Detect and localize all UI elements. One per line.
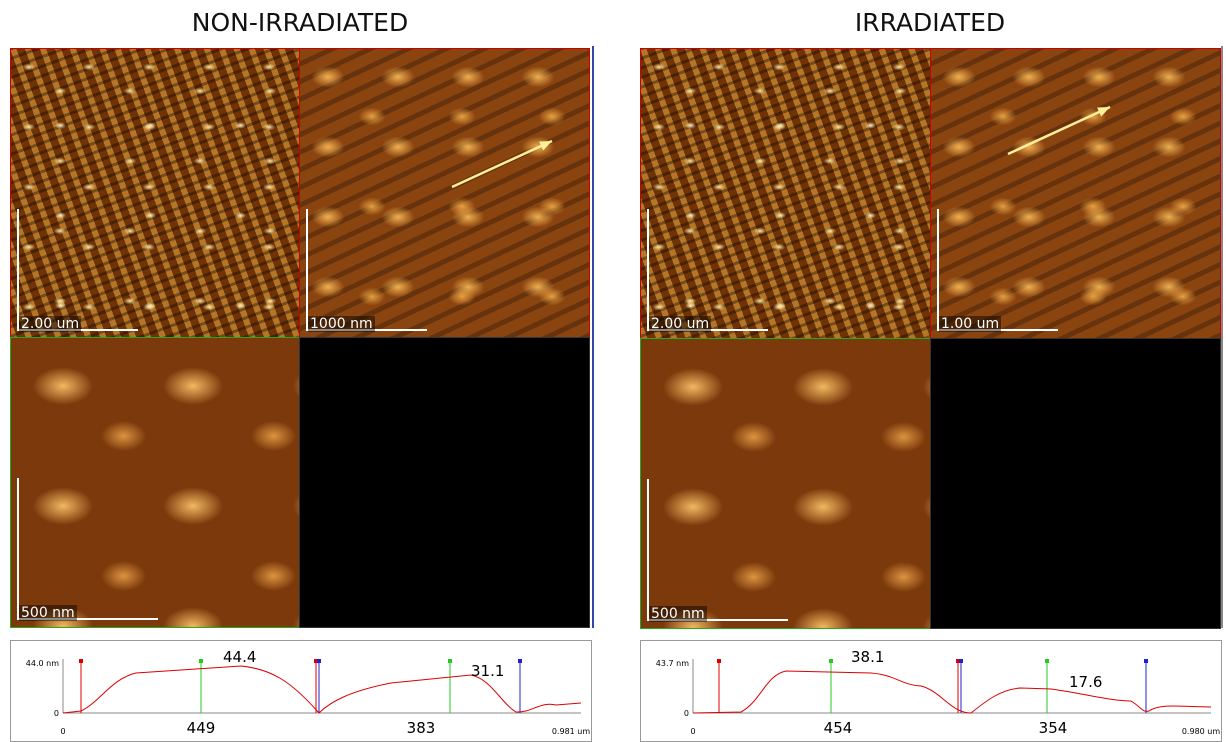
scale-bar-lines <box>938 209 1058 330</box>
scale-text: 500 nm <box>19 605 77 621</box>
scale-bar-lines <box>648 209 768 330</box>
panel-title: NON-IRRADIATED <box>10 8 590 37</box>
y-min-label: 0 <box>684 709 689 718</box>
scale-bar <box>641 339 930 628</box>
scale-label: 2.00 um <box>649 316 711 332</box>
cursor-handle <box>1045 659 1049 663</box>
cursor-handle <box>448 659 452 663</box>
scale-label: 500 nm <box>649 606 707 622</box>
y-max-label: 43.7 nm <box>656 659 689 668</box>
y-min-label: 0 <box>54 709 59 718</box>
panel-title: IRRADIATED <box>640 8 1220 37</box>
height-label: 31.1 <box>471 662 504 680</box>
afm-image: 2.00 um <box>10 48 301 339</box>
scale-bar-lines <box>648 479 788 620</box>
scale-bar <box>931 49 1220 338</box>
height-label: 38.1 <box>851 648 884 666</box>
scale-bar <box>11 49 300 338</box>
cursor-handle <box>199 659 203 663</box>
afm-image: 1000 nm <box>299 48 590 339</box>
scale-text: 2.00 um <box>19 316 81 332</box>
scale-text: 1000 nm <box>308 316 375 332</box>
scale-bar <box>300 49 589 338</box>
scale-text: 500 nm <box>649 606 707 622</box>
height-label: 17.6 <box>1069 673 1102 691</box>
scale-bar-lines <box>18 209 138 330</box>
width-label: 454 <box>824 719 853 735</box>
cursor-handle <box>717 659 721 663</box>
scale-label: 1.00 um <box>939 316 1001 332</box>
scale-text: 2.00 um <box>649 316 711 332</box>
afm-image: 500 nm <box>640 338 931 629</box>
cursor-handle <box>959 659 963 663</box>
page: NON-IRRADIATED 2.00 um 1000 nm 500 nm 44.0 n… <box>0 0 1226 734</box>
scale-label: 500 nm <box>19 605 77 621</box>
afm-image: 2.00 um <box>640 48 931 339</box>
empty-image <box>930 338 1221 629</box>
scale-bar <box>11 338 300 627</box>
scale-text: 1.00 um <box>939 316 1001 332</box>
cursor-handle <box>518 659 522 663</box>
cursor-handle <box>317 659 321 663</box>
afm-image: 1.00 um <box>930 48 1221 339</box>
scale-label: 2.00 um <box>19 316 81 332</box>
scale-bar <box>641 49 930 338</box>
cursor-handle <box>79 659 83 663</box>
scale-bar-lines <box>18 478 158 619</box>
profile-curve <box>693 671 1211 713</box>
y-max-label: 44.0 nm <box>26 659 59 668</box>
height-label: 44.4 <box>223 648 256 666</box>
scale-label: 1000 nm <box>308 316 375 332</box>
afm-image: 500 nm <box>10 337 301 628</box>
empty-image <box>299 337 590 628</box>
scale-bar-lines <box>307 209 427 330</box>
cursor-handle <box>829 659 833 663</box>
cursor-handle <box>1144 659 1148 663</box>
width-label: 383 <box>407 719 436 735</box>
width-label: 354 <box>1039 719 1068 735</box>
width-label: 449 <box>187 719 216 735</box>
